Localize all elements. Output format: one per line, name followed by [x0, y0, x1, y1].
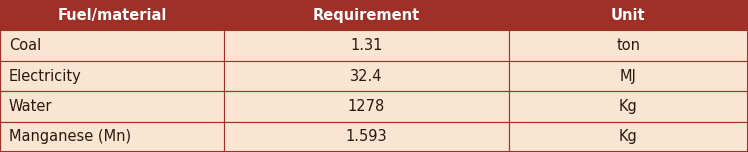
Bar [224, 0, 509, 30]
Bar [0, 91, 224, 122]
Bar [224, 122, 509, 152]
Text: Kg: Kg [619, 99, 638, 114]
Bar [0, 61, 224, 91]
Bar [0, 0, 224, 30]
Text: Unit: Unit [611, 8, 646, 23]
Bar [224, 30, 509, 61]
Text: Kg: Kg [619, 129, 638, 144]
Bar [224, 61, 509, 91]
Text: Manganese (Mn): Manganese (Mn) [9, 129, 131, 144]
Bar [509, 91, 748, 122]
Text: 1.31: 1.31 [350, 38, 383, 53]
Bar [224, 91, 509, 122]
Text: 1278: 1278 [348, 99, 385, 114]
Text: MJ: MJ [620, 69, 637, 83]
Bar [509, 122, 748, 152]
Bar [509, 30, 748, 61]
Text: Coal: Coal [9, 38, 41, 53]
Text: ton: ton [616, 38, 640, 53]
Text: Fuel/material: Fuel/material [58, 8, 167, 23]
Bar [0, 122, 224, 152]
Bar [0, 30, 224, 61]
Text: 32.4: 32.4 [350, 69, 383, 83]
Bar [509, 61, 748, 91]
Text: Requirement: Requirement [313, 8, 420, 23]
Text: Water: Water [9, 99, 52, 114]
Bar [509, 0, 748, 30]
Text: Electricity: Electricity [9, 69, 82, 83]
Text: 1.593: 1.593 [346, 129, 387, 144]
